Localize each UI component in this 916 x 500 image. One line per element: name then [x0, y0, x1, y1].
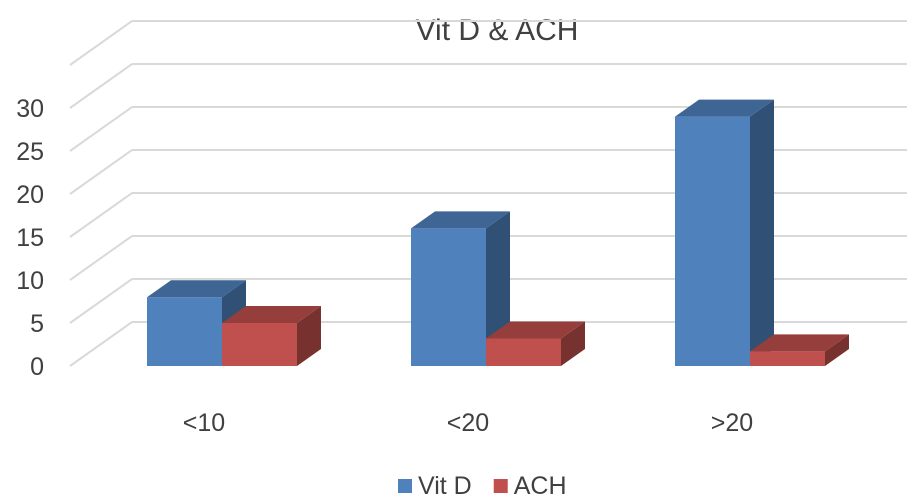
y-tick-label: 15: [16, 224, 44, 252]
bar-side: [561, 321, 585, 366]
gridline-depth: [69, 106, 133, 152]
legend-item: Vit D: [398, 472, 472, 500]
chart-title: Vit D & ACH: [416, 14, 579, 47]
bar-side: [750, 99, 774, 366]
x-tick-label: <10: [183, 409, 225, 437]
bar-top: [147, 280, 246, 298]
x-axis-labels: <10 <20 >20: [183, 409, 753, 437]
legend-swatch: [493, 479, 508, 493]
x-tick-label: >20: [711, 409, 753, 437]
gridline-depth: [69, 321, 133, 367]
legend-label: Vit D: [418, 472, 472, 500]
bar-ach-1: [486, 321, 585, 366]
legend-label: ACH: [514, 472, 567, 500]
gridline-depth: [69, 20, 133, 66]
legend: Vit D ACH: [398, 472, 567, 500]
bar-ach-2: [750, 334, 849, 366]
bar-ach-0: [222, 306, 321, 366]
gridline-depth: [69, 235, 133, 281]
gridline-depth: [69, 63, 133, 109]
bars: [147, 99, 849, 366]
bar-vit-d-1: [411, 211, 510, 366]
bar-top: [750, 334, 849, 352]
bar-side: [297, 306, 321, 366]
bar-top: [411, 211, 510, 229]
y-tick-label: 25: [16, 138, 44, 166]
legend-swatch: [398, 479, 412, 493]
y-axis-ticks: 0 5 10 15 20 25 30: [16, 95, 44, 381]
legend-item: ACH: [493, 472, 567, 500]
bar-front: [411, 228, 486, 366]
x-tick-label: <20: [447, 409, 489, 437]
bar-front: [222, 323, 297, 366]
y-tick-label: 0: [30, 353, 44, 381]
gridline-depth: [69, 192, 133, 238]
bar-top: [675, 99, 774, 117]
bar-top: [222, 306, 321, 323]
gridline-depth: [69, 278, 133, 324]
bar-front: [750, 351, 825, 366]
bar-front: [675, 116, 750, 366]
bar-vit-d-2: [675, 99, 774, 366]
y-tick-label: 5: [30, 310, 44, 338]
bar-top: [486, 321, 585, 339]
bar-front: [147, 297, 222, 366]
bar-front: [486, 338, 561, 366]
y-tick-label: 30: [16, 95, 44, 123]
y-tick-label: 10: [16, 267, 44, 295]
y-tick-label: 20: [16, 181, 44, 209]
bar-side: [825, 334, 849, 366]
gridline-depth: [69, 149, 133, 195]
